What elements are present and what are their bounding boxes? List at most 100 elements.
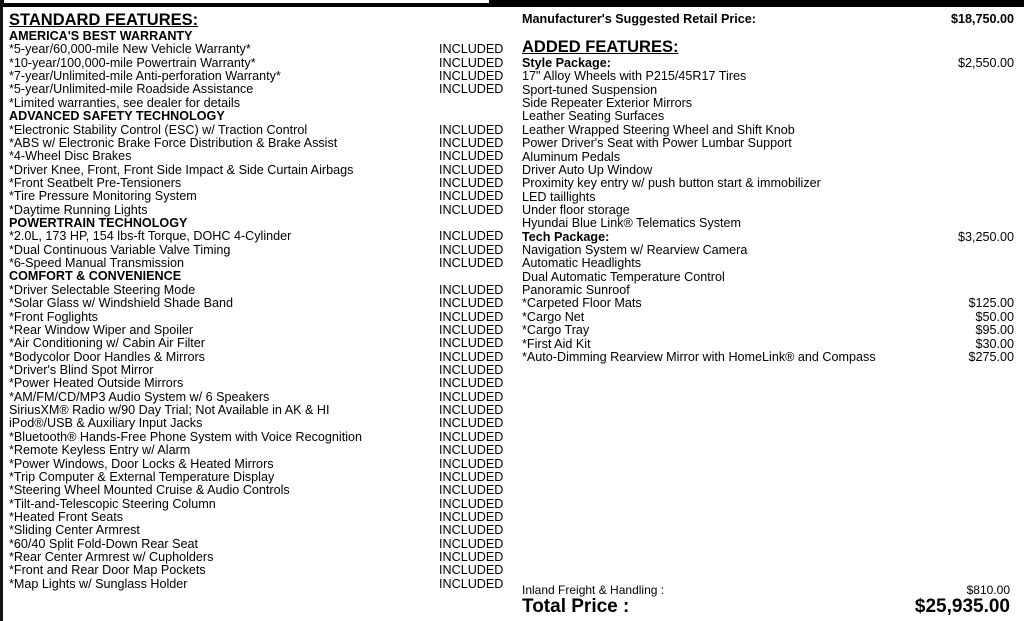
feature-status: INCLUDED [439,336,504,351]
option-text: 17" Alloy Wheels with P215/45R17 Tires [522,69,747,84]
package-row: Tech Package: $3,250.00 [522,229,1014,244]
feature-text: *Driver's Blind Spot Mirror [9,362,154,377]
msrp-row: Manufacturer's Suggested Retail Price: $… [522,12,1014,27]
feature-status: INCLUDED [439,189,504,204]
option-row: Leather Wrapped Steering Wheel and Shift… [522,122,1014,137]
feature-text: *6-Speed Manual Transmission [9,256,185,271]
feature-status: INCLUDED [439,229,504,244]
option-text: *Auto-Dimming Rearview Mirror with HomeL… [522,349,876,364]
feature-text: *Front Seatbelt Pre-Tensioners [9,175,182,190]
option-price: $2,550.00 [957,56,1014,70]
standard-features-column: STANDARD FEATURES: AMERICA'S BEST WARRAN… [9,11,504,591]
feature-row: *Limited warranties, see dealer for deta… [9,96,504,110]
option-price: $3,250.00 [957,229,1014,244]
option-row: *Auto-Dimming Rearview Mirror with HomeL… [522,349,1014,364]
feature-status: INCLUDED [439,509,504,524]
feature-text: *4-Wheel Disc Brakes [9,149,132,164]
feature-row: *4-Wheel Disc Brakes INCLUDED [9,149,504,164]
feature-status: INCLUDED [439,536,504,551]
option-price: $30.00 [975,336,1014,351]
feature-row: *Power Heated Outside Mirrors INCLUDED [9,376,504,390]
feature-text: *Driver Knee, Front, Front Side Impact &… [9,162,354,177]
feature-text: *Rear Window Wiper and Spoiler [9,322,194,337]
option-row: Panoramic Sunroof [522,283,1014,297]
feature-row: *Tire Pressure Monitoring System INCLUDED [9,189,504,204]
feature-status: INCLUDED [439,42,504,57]
option-row: Side Repeater Exterior Mirrors [522,96,1014,110]
feature-text: *Trip Computer & External Temperature Di… [9,469,275,484]
feature-status: INCLUDED [439,576,504,591]
option-row: Sport-tuned Suspension [522,83,1014,97]
feature-text: *Front Foglights [9,309,98,324]
feature-row: *2.0L, 173 HP, 154 lbs-ft Torque, DOHC 4… [9,229,504,244]
feature-status: INCLUDED [439,202,504,217]
added-features-list: Style Package: $2,550.00 17" Alloy Wheels … [522,56,1014,364]
feature-text: *Steering Wheel Mounted Cruise & Audio C… [9,483,290,498]
option-text: Dual Automatic Temperature Control [522,269,725,284]
top-box-edge [4,0,489,3]
option-price: $125.00 [968,296,1014,311]
package-row: Style Package: $2,550.00 [522,56,1014,70]
feature-status: INCLUDED [439,122,504,137]
option-text: Style Package: [522,56,611,70]
feature-row: *AM/FM/CD/MP3 Audio System w/ 6 Speakers… [9,389,504,404]
section-heading: ADVANCED SAFETY TECHNOLOGY [9,109,504,124]
msrp-label: Manufacturer's Suggested Retail Price: [522,12,756,26]
option-row: Proximity key entry w/ push button start… [522,176,1014,191]
feature-row: *Driver's Blind Spot Mirror INCLUDED [9,362,504,377]
option-row: *Cargo Net $50.00 [522,309,1014,324]
feature-row: *5-year/60,000-mile New Vehicle Warranty… [9,42,504,57]
option-text: Aluminum Pedals [522,149,620,164]
feature-row: SiriusXM® Radio w/90 Day Trial; Not Avai… [9,403,504,418]
left-border [0,0,3,621]
feature-row: *Bluetooth® Hands-Free Phone System with… [9,429,504,444]
option-price: $275.00 [968,349,1014,364]
feature-status: INCLUDED [439,242,504,257]
feature-text: iPod®/USB & Auxiliary Input Jacks [9,416,203,431]
feature-text: SiriusXM® Radio w/90 Day Trial; Not Avai… [9,403,330,418]
feature-text: *Heated Front Seats [9,509,124,524]
feature-row: *60/40 Split Fold-Down Rear Seat INCLUDED [9,536,504,551]
option-text: *Cargo Net [522,309,585,324]
feature-status: INCLUDED [439,149,504,164]
totals: Inland Freight & Handling : $810.00 Tota… [522,583,1010,617]
feature-text: *Sliding Center Armrest [9,523,140,538]
top-border [0,0,1024,7]
feature-row: *Front and Rear Door Map Pockets INCLUDED [9,564,504,578]
feature-text: *60/40 Split Fold-Down Rear Seat [9,536,199,551]
feature-text: *Electronic Stability Control (ESC) w/ T… [9,122,308,137]
feature-text: *Tilt-and-Telescopic Steering Column [9,496,216,511]
option-row: *Carpeted Floor Mats $125.00 [522,296,1014,311]
feature-status [439,97,504,110]
option-row: Leather Seating Surfaces [522,110,1014,124]
option-row: Aluminum Pedals [522,149,1014,164]
feature-text: *Bluetooth® Hands-Free Phone System with… [9,429,362,444]
feature-row: *Air Conditioning w/ Cabin Air Filter INC… [9,336,504,351]
option-text: Automatic Headlights [522,256,642,271]
option-text: Proximity key entry w/ push button start… [522,176,821,191]
option-text: Leather Wrapped Steering Wheel and Shift… [522,122,795,137]
section-heading-text: COMFORT & CONVENIENCE [9,269,182,284]
option-text: *Cargo Tray [522,323,590,338]
feature-text: *AM/FM/CD/MP3 Audio System w/ 6 Speakers [9,389,270,404]
feature-text: *Map Lights w/ Sunglass Holder [9,576,188,591]
freight-label: Inland Freight & Handling : [522,583,665,597]
feature-row: *Rear Center Armrest w/ Cupholders INCLUD… [9,550,504,565]
section-heading-text: ADVANCED SAFETY TECHNOLOGY [9,109,225,124]
feature-status: INCLUDED [439,282,504,297]
feature-text: *Rear Center Armrest w/ Cupholders [9,550,214,565]
feature-status: INCLUDED [439,309,504,324]
feature-status: INCLUDED [439,362,504,377]
option-row: *Cargo Tray $95.00 [522,323,1014,338]
feature-row: *Front Seatbelt Pre-Tensioners INCLUDED [9,175,504,190]
feature-status: INCLUDED [439,469,504,484]
option-text: Driver Auto Up Window [522,162,653,177]
feature-row: *7-year/Unlimited-mile Anti-perforation … [9,69,504,83]
feature-row: *5-year/Unlimited-mile Roadside Assistan… [9,83,504,97]
feature-text: *10-year/100,000-mile Powertrain Warrant… [9,55,256,70]
option-text: Tech Package: [522,229,610,244]
feature-row: *Dual Continuous Variable Valve Timing IN… [9,242,504,257]
feature-text: *ABS w/ Electronic Brake Force Distribut… [9,135,338,150]
feature-status: INCLUDED [439,256,504,271]
feature-row: *Map Lights w/ Sunglass Holder INCLUDED [9,576,504,591]
